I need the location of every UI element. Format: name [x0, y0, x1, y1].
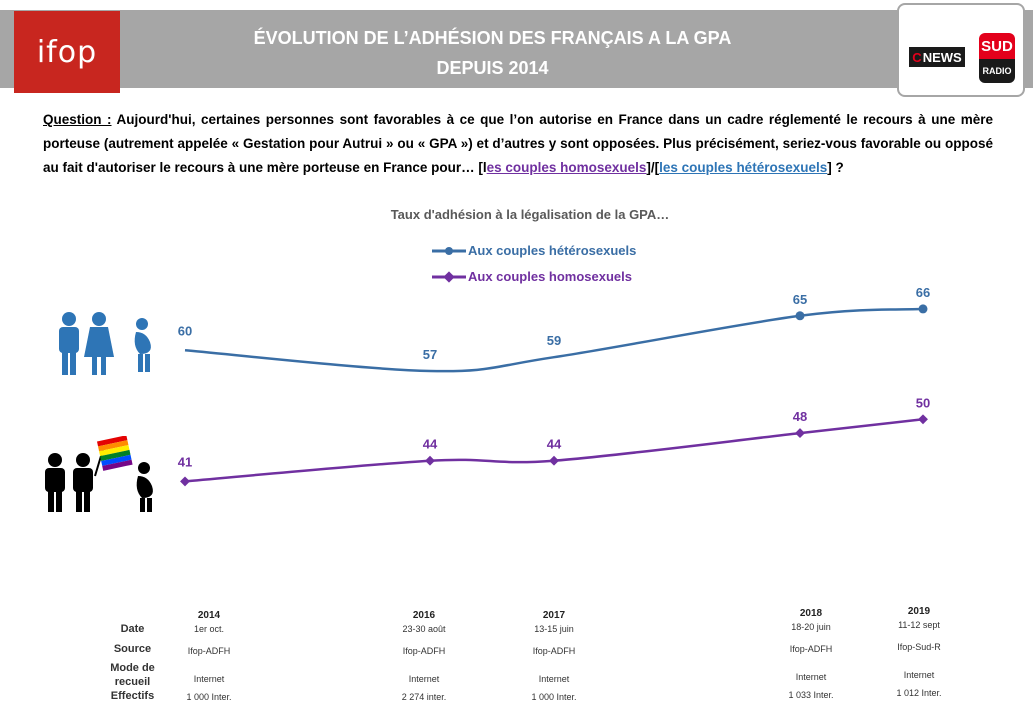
survey-question: Question : Aujourd'hui, certaines person… [43, 108, 993, 180]
question-text: Aujourd'hui, certaines personnes sont fa… [43, 112, 993, 175]
question-homo: es couples homosexuels [486, 160, 647, 175]
meta-source-1: Ifop-ADFH [402, 646, 446, 656]
legend-hetero-label: Aux couples hétérosexuels [468, 243, 637, 258]
legend-homo: Aux couples homosexuels [432, 269, 632, 284]
cnews-c: C [912, 49, 922, 65]
data-label-0-0: 60 [178, 323, 192, 338]
sud-radio-bottom: RADIO [979, 59, 1015, 83]
meta-label-date: Date [120, 623, 145, 635]
meta-label-source: Source [113, 643, 152, 655]
meta-effectifs-3: 1 033 Inter. [788, 690, 834, 700]
meta-source-4: Ifop-Sud-R [897, 642, 941, 652]
meta-mode-0: Internet [193, 674, 225, 684]
chart-title: Taux d'adhésion à la légalisation de la … [390, 207, 670, 222]
legend-hetero: Aux couples hétérosexuels [432, 243, 636, 258]
data-point-1-4 [918, 414, 928, 425]
data-point-0-3 [795, 311, 805, 321]
meta-effectifs-1: 2 274 inter. [401, 692, 447, 702]
meta-source-2: Ifop-ADFH [532, 646, 576, 656]
meta-year-3: 2018 [799, 608, 823, 619]
legend-homo-label: Aux couples homosexuels [468, 269, 632, 284]
meta-date-2: 13-15 juin [534, 624, 574, 634]
meta-label-effectifs: Effectifs [110, 690, 155, 702]
cnews-text: NEWS [922, 49, 962, 65]
sud-radio-logo: SUD RADIO [979, 33, 1015, 83]
meta-source-0: Ifop-ADFH [187, 646, 231, 656]
page-title: ÉVOLUTION DE L’ADHÉSION DES FRANÇAIS A L… [253, 28, 732, 48]
data-point-1-1 [425, 455, 435, 466]
meta-mode-4: Internet [903, 670, 935, 680]
meta-date-4: 11-12 sept [898, 620, 940, 630]
question-hetero: les couples hétérosexuels [659, 160, 828, 175]
question-label: Question : [43, 112, 112, 127]
meta-effectifs-4: 1 012 Inter. [896, 688, 942, 698]
data-label-1-0: 41 [178, 454, 192, 469]
meta-date-1: 23-30 août [402, 624, 446, 634]
legend-homo-marker [432, 270, 466, 283]
header-banner [0, 10, 1033, 88]
cnews-logo: C NEWS [909, 47, 965, 67]
data-point-0-4 [918, 304, 928, 314]
homo-family-icon [45, 436, 153, 512]
question-sep: ]/[ [646, 160, 660, 175]
data-label-1-4: 50 [916, 395, 930, 410]
meta-year-2: 2017 [542, 610, 566, 621]
meta-year-4: 2019 [907, 606, 931, 617]
data-label-1-2: 44 [547, 437, 562, 452]
meta-effectifs-2: 1 000 Inter. [531, 692, 577, 702]
data-label-0-2: 59 [547, 333, 561, 348]
meta-year-1: 2016 [412, 610, 436, 621]
data-point-1-2 [549, 455, 559, 466]
question-end: ] ? [827, 160, 844, 175]
meta-date-0: 1er oct. [193, 624, 224, 634]
series-line-0 [184, 307, 924, 373]
ifop-logo: ifop [14, 11, 120, 93]
meta-label-mode1: Mode de [110, 662, 155, 674]
partner-logos: C NEWS SUD RADIO [897, 3, 1025, 97]
legend-hetero-marker [432, 246, 466, 255]
data-label-0-3: 65 [793, 292, 807, 307]
meta-date-3: 18-20 juin [791, 622, 831, 632]
data-label-1-1: 44 [423, 437, 438, 452]
meta-mode-2: Internet [538, 674, 570, 684]
meta-year-0: 2014 [197, 610, 221, 621]
data-point-1-3 [795, 428, 805, 439]
data-label-0-4: 66 [916, 285, 930, 300]
data-point-1-0 [180, 476, 190, 487]
data-label-0-1: 57 [423, 347, 437, 362]
sud-radio-top: SUD [979, 33, 1015, 59]
meta-mode-3: Internet [795, 672, 827, 682]
page-subtitle: DEPUIS 2014 [436, 58, 549, 78]
meta-mode-1: Internet [408, 674, 440, 684]
meta-effectifs-0: 1 000 Inter. [186, 692, 232, 702]
meta-label-mode2: recueil [114, 676, 151, 688]
meta-source-3: Ifop-ADFH [789, 644, 833, 654]
hetero-family-icon [59, 312, 151, 375]
data-label-1-3: 48 [793, 409, 807, 424]
